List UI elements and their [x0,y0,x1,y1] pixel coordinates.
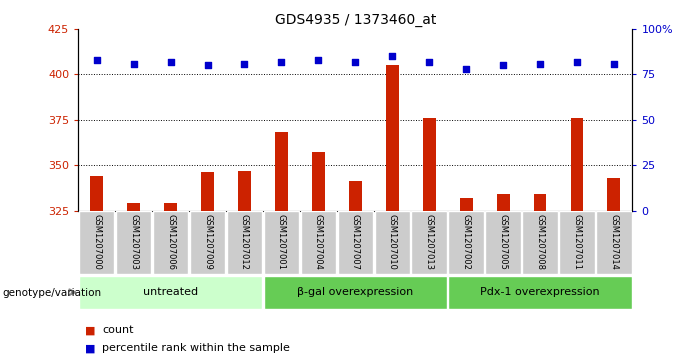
Text: GSM1207005: GSM1207005 [498,215,507,270]
Bar [559,211,595,274]
Bar [264,211,299,274]
Bar [596,211,632,274]
Bar [90,176,103,211]
Point [534,61,545,66]
Bar [349,182,362,211]
Text: untreated: untreated [143,287,198,297]
Bar [238,171,251,211]
Point [91,57,102,63]
Point [498,62,509,68]
Bar [534,194,547,211]
Bar [164,203,177,211]
Text: GSM1207006: GSM1207006 [166,214,175,270]
Point [571,59,582,65]
Text: ■: ■ [85,343,95,354]
Text: GSM1207011: GSM1207011 [573,215,581,270]
Point [424,59,435,65]
Bar [116,211,152,274]
Text: GSM1207010: GSM1207010 [388,215,396,270]
Bar [226,211,262,274]
Bar [79,276,262,309]
Point [387,53,398,59]
Bar [496,194,509,211]
Bar [312,152,325,211]
Bar [607,178,620,211]
Bar [486,211,521,274]
Bar [190,211,225,274]
Text: β-gal overexpression: β-gal overexpression [297,287,413,297]
Text: GSM1207012: GSM1207012 [240,215,249,270]
Bar [275,132,288,211]
Text: GSM1207007: GSM1207007 [351,214,360,270]
Point [609,61,619,66]
Bar [448,211,484,274]
Point [276,59,287,65]
Bar [411,211,447,274]
Bar [375,211,410,274]
Bar [522,211,558,274]
Text: GSM1207004: GSM1207004 [314,215,323,270]
Point [239,61,250,66]
Point [313,57,324,63]
Text: percentile rank within the sample: percentile rank within the sample [102,343,290,354]
Text: GSM1207003: GSM1207003 [129,214,138,270]
Title: GDS4935 / 1373460_at: GDS4935 / 1373460_at [275,13,436,26]
Point [128,61,139,66]
Text: genotype/variation: genotype/variation [2,288,101,298]
Text: ■: ■ [85,325,95,335]
Text: GSM1207002: GSM1207002 [462,215,471,270]
Text: GSM1207013: GSM1207013 [425,214,434,270]
Bar [571,118,583,211]
Point [202,62,213,68]
Point [350,59,360,65]
Text: GSM1207000: GSM1207000 [92,215,101,270]
Bar [448,276,632,309]
Text: Pdx-1 overexpression: Pdx-1 overexpression [480,287,600,297]
Bar [386,65,398,211]
Text: GSM1207008: GSM1207008 [536,214,545,270]
Text: count: count [102,325,133,335]
Point [460,66,471,72]
Point [165,59,176,65]
Bar [153,211,188,274]
Bar [127,203,140,211]
Bar [201,172,214,211]
Bar [301,211,336,274]
Bar [460,198,473,211]
Text: GSM1207009: GSM1207009 [203,215,212,270]
Text: GSM1207014: GSM1207014 [609,215,618,270]
Bar [264,276,447,309]
Bar [337,211,373,274]
Text: GSM1207001: GSM1207001 [277,215,286,270]
Bar [423,118,436,211]
Bar [79,211,114,274]
